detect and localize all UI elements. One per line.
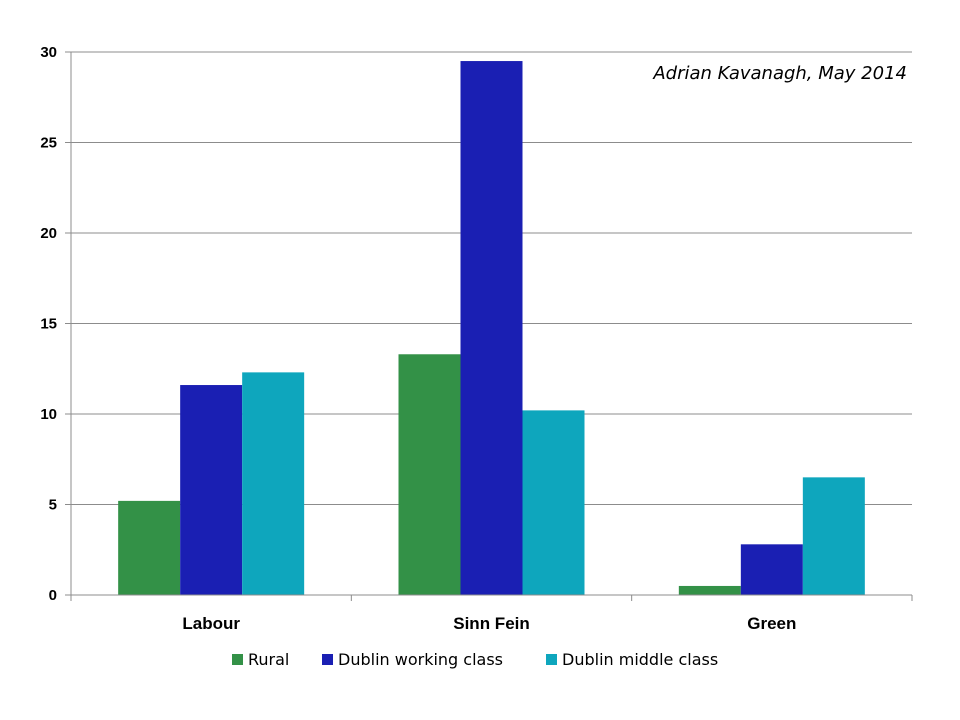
legend-label: Rural (248, 650, 289, 669)
y-tick-label: 25 (40, 135, 57, 152)
bar-sinn-fein-rural (398, 354, 461, 595)
bar-sinn-fein-dublin-middle-class (522, 410, 585, 595)
axes (65, 51, 913, 601)
bar-labour-dublin-working-class (180, 385, 243, 595)
x-category-label: Labour (182, 614, 240, 633)
y-tick-label: 15 (40, 316, 57, 333)
y-tick-label: 30 (40, 44, 57, 61)
y-tick-label: 0 (49, 587, 57, 604)
x-category-label: Sinn Fein (453, 614, 530, 633)
bar-labour-dublin-middle-class (242, 372, 305, 595)
chart-annotation: Adrian Kavanagh, May 2014 (652, 63, 907, 84)
bar-sinn-fein-dublin-working-class (460, 61, 523, 596)
axis-labels: 0 5 10 15 20 25 30 Labour Sinn Fein Green (40, 44, 796, 633)
y-tick-label: 20 (40, 225, 57, 242)
y-tick-label: 10 (40, 406, 57, 423)
legend-label: Dublin middle class (562, 650, 718, 669)
bar-labour-rural (118, 500, 181, 595)
bar-green-dublin-working-class (740, 544, 803, 595)
x-category-label: Green (747, 614, 796, 633)
bars (118, 61, 865, 596)
bar-green-dublin-middle-class (802, 477, 865, 595)
legend-swatch (322, 654, 333, 665)
legend-swatch (232, 654, 243, 665)
y-tick-label: 5 (49, 497, 57, 514)
bar-green-rural (678, 585, 741, 595)
legend: Rural Dublin working class Dublin middle c… (232, 650, 718, 669)
legend-label: Dublin working class (338, 650, 503, 669)
legend-swatch (546, 654, 557, 665)
